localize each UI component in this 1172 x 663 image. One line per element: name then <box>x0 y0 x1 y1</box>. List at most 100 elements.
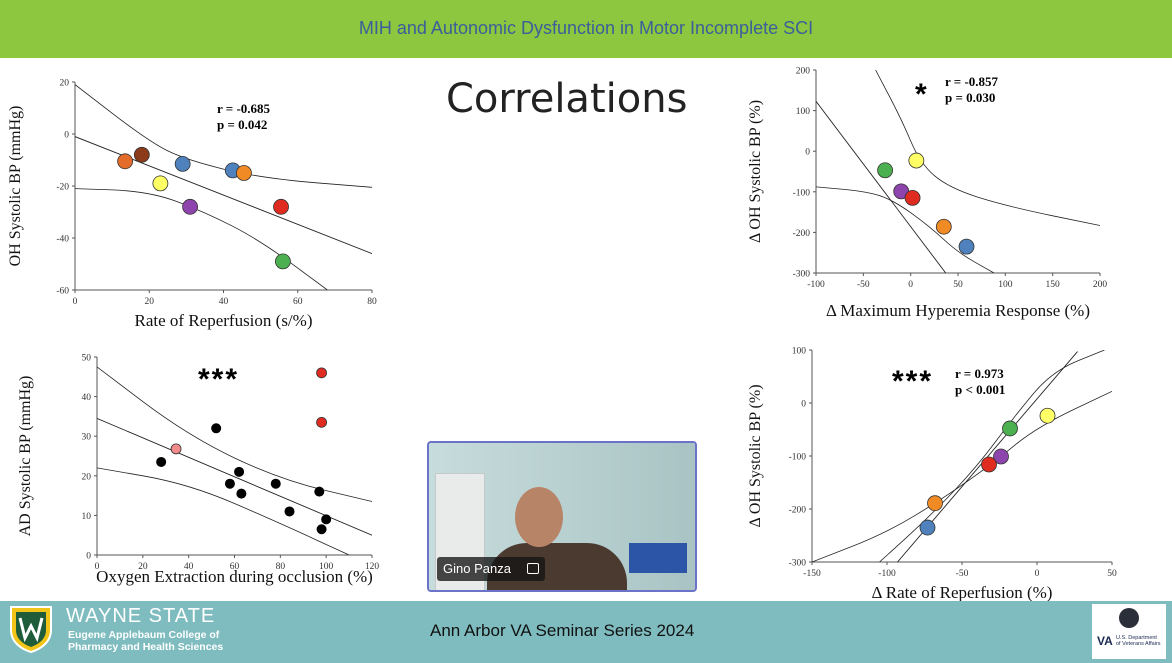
y-tick-label: 30 <box>82 433 92 443</box>
stats-r-bottom-right: r = 0.973 <box>955 366 1004 381</box>
data-point <box>152 175 169 192</box>
y-tick-label: 200 <box>796 67 811 77</box>
participant-name-tag: Gino Panza <box>437 557 545 581</box>
regression-line <box>816 101 947 273</box>
video-tile[interactable]: Gino Panza <box>427 441 697 592</box>
y-tick-label: 0 <box>86 552 91 562</box>
x-tick-label: 50 <box>1107 569 1117 579</box>
data-point <box>958 238 975 255</box>
stats-p-bottom-right: p < 0.001 <box>955 382 1006 397</box>
participant-options-icon[interactable] <box>527 563 539 574</box>
x-tick-label: 50 <box>953 280 963 290</box>
college-line-1: Eugene Applebaum College of <box>68 629 220 641</box>
x-axis-label: Δ Rate of Reperfusion (%) <box>872 583 1053 602</box>
ci-upper-line <box>97 366 372 502</box>
y-tick-label: -60 <box>56 287 69 297</box>
y-tick-label: 100 <box>792 347 807 357</box>
slide-heading: Correlations <box>446 76 688 122</box>
chart-oxygen-extraction-vs-ad-bp-svg: 0 20 40 60 80 100 120 0 10 20 30 40 50 Oxygen Extract… <box>17 354 380 587</box>
data-point <box>224 478 235 489</box>
footer-bar <box>0 601 1172 663</box>
data-point <box>133 146 150 163</box>
x-tick-label: -50 <box>956 569 969 579</box>
x-tick-label: -150 <box>803 569 821 579</box>
regression-line <box>75 136 372 255</box>
chart-reperfusion-change-vs-oh-bp-svg: -150 -100 -50 0 50 -300 -200 -100 0 100 Δ Rate of … <box>747 347 1117 603</box>
x-tick-label: 40 <box>184 562 194 572</box>
data-point <box>908 152 925 169</box>
x-tick-label: 0 <box>908 280 913 290</box>
stats-r-top-right: r = -0.857 <box>945 74 999 89</box>
x-tick-label: -100 <box>878 569 896 579</box>
data-point <box>316 416 327 428</box>
participant-head <box>515 487 563 547</box>
y-axis-label: Δ OH Systolic BP (%) <box>747 384 764 527</box>
participant-name: Gino Panza <box>443 561 511 576</box>
ci-upper-line <box>75 84 372 188</box>
data-point <box>211 423 222 434</box>
ci-lower-line <box>812 390 1112 562</box>
data-point <box>274 253 291 270</box>
x-tick-label: 100 <box>319 562 334 572</box>
wayne-state-shield-icon <box>10 606 52 654</box>
chart-hyperemia-vs-oh-bp: -100 -50 0 50 100 150 200 -300 -200 -100 0 100 200 Δ … <box>730 60 1150 325</box>
data-point <box>993 448 1009 465</box>
stats-top-right: r = -0.857 p = 0.030 <box>945 74 998 106</box>
chart-oxygen-extraction-vs-ad-bp: 0 20 40 60 80 100 120 0 10 20 30 40 50 Oxygen Extract… <box>0 345 400 595</box>
y-tick-label: 0 <box>64 131 69 141</box>
data-point <box>321 514 332 525</box>
data-point <box>156 456 167 467</box>
x-tick-label: 0 <box>1035 569 1040 579</box>
y-axis-label: OH Systolic BP (mmHg) <box>7 106 24 267</box>
y-tick-label: -40 <box>56 235 69 245</box>
y-tick-label: 0 <box>805 148 810 158</box>
header-title: MIH and Autonomic Dysfunction in Motor I… <box>358 18 814 38</box>
data-point <box>919 519 936 536</box>
data-point <box>174 156 191 172</box>
x-tick-label: 80 <box>276 562 286 572</box>
y-tick-label: 10 <box>82 512 92 522</box>
data-point <box>273 198 289 215</box>
va-dept-line-2: of Veterans Affairs <box>1116 641 1161 647</box>
college-name: Eugene Applebaum College of Pharmacy and… <box>68 629 223 653</box>
data-point <box>1002 420 1018 437</box>
y-tick-label: -300 <box>793 270 811 280</box>
y-tick-label: -100 <box>793 188 811 198</box>
data-point <box>236 165 252 181</box>
data-point <box>314 486 325 497</box>
data-point <box>270 478 281 489</box>
va-logo-text: VA <box>1097 634 1113 648</box>
x-tick-label: -100 <box>807 280 825 290</box>
ci-lower-line <box>816 186 995 273</box>
data-point <box>1039 407 1056 424</box>
y-tick-label: -200 <box>793 229 811 239</box>
significance-stars-bottom-left: *** <box>198 363 240 396</box>
y-axis-label: AD Systolic BP (mmHg) <box>17 376 34 537</box>
significance-stars-bottom-right: *** <box>892 365 934 398</box>
chart-reperfusion-vs-oh-bp: 0 20 40 60 80 -60 -40 -20 0 20 Rate of Reperfusion… <box>0 60 400 345</box>
x-tick-label: 80 <box>367 297 377 307</box>
stats-p-top-right: p = 0.030 <box>945 90 996 105</box>
header-bar: MIH and Autonomic Dysfunction in Motor I… <box>0 0 1172 58</box>
x-axis-label: Rate of Reperfusion (s/%) <box>135 311 313 330</box>
chart-hyperemia-vs-oh-bp-svg: -100 -50 0 50 100 150 200 -300 -200 -100 0 100 200 Δ … <box>747 67 1107 321</box>
y-tick-label: -200 <box>789 506 807 516</box>
data-point <box>927 495 943 512</box>
chart-reperfusion-change-vs-oh-bp: -150 -100 -50 0 50 -300 -200 -100 0 100 Δ Rate of … <box>730 340 1150 605</box>
data-point <box>981 456 997 473</box>
stats-r-top-left: r = -0.685 <box>217 101 271 116</box>
x-tick-label: 40 <box>219 297 229 307</box>
x-tick-label: 120 <box>365 562 380 572</box>
data-point <box>316 367 327 379</box>
data-point <box>935 218 952 235</box>
va-dept-line-1: U.S. Department <box>1116 635 1157 641</box>
y-tick-label: -300 <box>789 559 807 569</box>
data-point <box>170 443 182 455</box>
y-tick-label: -100 <box>789 453 807 463</box>
data-point <box>316 524 327 535</box>
y-tick-label: 50 <box>82 354 92 364</box>
ci-lower-line <box>97 467 350 555</box>
stats-bottom-right: r = 0.973 p < 0.001 <box>955 366 1005 398</box>
va-department-text: U.S. Department of Veterans Affairs <box>1116 635 1161 647</box>
university-name: WAYNE STATE <box>66 605 216 627</box>
